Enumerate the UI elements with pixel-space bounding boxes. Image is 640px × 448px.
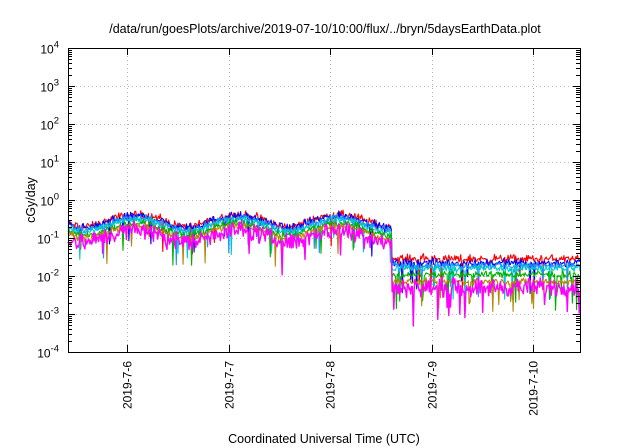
- y-tick-label: 10-4: [37, 344, 59, 361]
- y-tick-exponent: -3: [51, 306, 59, 317]
- y-tick-label: 10-2: [37, 268, 59, 285]
- y-tick-label: 10-1: [37, 230, 59, 247]
- y-tick-base: 10: [40, 195, 54, 209]
- y-tick-exponent: 0: [54, 192, 59, 203]
- y-tick-base: 10: [40, 119, 54, 133]
- y-tick-base: 10: [40, 43, 54, 57]
- y-tick-exponent: 4: [54, 40, 59, 51]
- x-tick-label: 2019-7-9: [426, 361, 440, 409]
- y-tick-base: 10: [37, 233, 51, 247]
- series-line: [67, 219, 581, 327]
- y-tick-exponent: -2: [51, 268, 59, 279]
- series-group: [67, 209, 581, 327]
- y-tick-base: 10: [37, 271, 51, 285]
- y-tick-exponent: 3: [54, 78, 59, 89]
- x-tick-label: 2019-7-7: [223, 361, 237, 409]
- series-line: [67, 221, 581, 312]
- x-tick-label: 2019-7-10: [527, 361, 541, 416]
- x-tick-label: 2019-7-6: [121, 361, 135, 409]
- grid: [68, 48, 580, 352]
- y-tick-label: 104: [40, 40, 59, 57]
- y-tick-exponent: -1: [51, 230, 59, 241]
- y-tick-label: 101: [40, 154, 59, 171]
- y-tick-label: 10-3: [37, 306, 59, 323]
- y-tick-base: 10: [40, 157, 54, 171]
- y-tick-label: 103: [40, 78, 59, 95]
- y-tick-label: 102: [40, 116, 59, 133]
- chart-title: /data/run/goesPlots/archive/2019-07-10/1…: [109, 22, 541, 36]
- y-tick-exponent: 2: [54, 116, 59, 127]
- y-tick-base: 10: [37, 309, 51, 323]
- y-axis-label: cGy/day: [24, 176, 38, 223]
- series-line: [67, 215, 581, 300]
- y-tick-exponent: 1: [54, 154, 59, 165]
- y-tick-label: 100: [40, 192, 59, 209]
- y-tick-exponent: -4: [51, 344, 59, 355]
- x-axis-label: Coordinated Universal Time (UTC): [228, 432, 420, 446]
- y-tick-base: 10: [37, 347, 51, 361]
- x-tick-label: 2019-7-8: [324, 361, 338, 409]
- y-tick-base: 10: [40, 81, 54, 95]
